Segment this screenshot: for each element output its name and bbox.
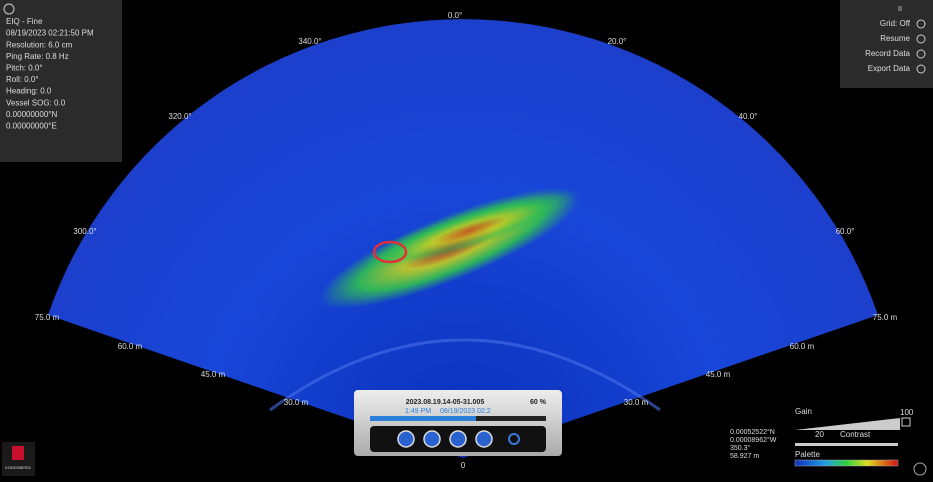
contrast-value: 20	[815, 430, 824, 439]
progress-fill[interactable]	[370, 416, 476, 421]
range-label: 75.0 m	[35, 313, 60, 322]
range-label: 30.0 m	[624, 398, 649, 407]
info-line: Pitch: 0.0°	[6, 64, 43, 73]
position-line: 350.3°	[730, 444, 751, 452]
info-line: Roll: 0.0°	[6, 75, 39, 84]
palette-bar[interactable]	[794, 459, 899, 467]
info-line: 0.00000000°N	[6, 110, 57, 119]
angle-label: 340.0°	[298, 37, 321, 46]
target-marker	[372, 240, 408, 264]
echo-blob	[365, 191, 575, 269]
playback-date: 08/19/2023 02:2	[440, 408, 491, 415]
playback-percent: 60 %	[530, 399, 547, 406]
angle-label: 60.0°	[836, 227, 855, 236]
fast-forward-button[interactable]	[449, 430, 467, 448]
menu-item[interactable]: Record Data	[865, 49, 910, 58]
playback-file: 2023.08.19.14-05-31.005	[406, 399, 485, 406]
info-panel	[0, 0, 122, 162]
info-line: Vessel SOG: 0.0	[6, 98, 66, 107]
signal-icon[interactable]	[913, 462, 927, 476]
apex-label: 0	[461, 461, 466, 470]
range-label: 75.0 m	[873, 313, 898, 322]
range-label: 60.0 m	[118, 342, 143, 351]
angle-label: 320.0°	[168, 112, 191, 121]
angle-label: 0.0°	[448, 11, 462, 20]
menu-icon[interactable]	[916, 49, 926, 59]
seabed-arc	[269, 338, 661, 412]
position-line: 0.00052522°N	[730, 428, 775, 436]
gain-slider[interactable]	[795, 418, 900, 430]
step-button[interactable]	[475, 430, 493, 448]
menu-icon[interactable]	[916, 19, 926, 29]
menu-item[interactable]: Grid: Off	[880, 19, 911, 28]
playback-panel	[354, 390, 562, 456]
info-line: EIQ - Fine	[6, 17, 43, 26]
info-icon[interactable]	[3, 3, 15, 15]
playback-time: 1:49 PM	[405, 408, 431, 415]
pause-icon[interactable]: II	[898, 6, 902, 13]
gain-value: 100	[900, 408, 914, 417]
sonar-fan	[48, 19, 878, 458]
range-label: 30.0 m	[284, 398, 309, 407]
info-line: Ping Rate: 0.8 Hz	[6, 52, 69, 61]
menu-icon[interactable]	[916, 34, 926, 44]
angle-label: 300.0°	[73, 227, 96, 236]
info-line: 08/19/2023 02:21:50 PM	[6, 29, 94, 38]
range-label: 60.0 m	[790, 342, 815, 351]
range-label: 45.0 m	[706, 370, 731, 379]
position-line: 0.00008962°W	[730, 436, 777, 444]
menu-item[interactable]: Resume	[880, 34, 910, 43]
loop-button[interactable]	[508, 433, 520, 445]
contrast-label: Contrast	[840, 430, 871, 439]
menu-item[interactable]: Export Data	[868, 64, 911, 73]
position-line: 58.927 m	[730, 453, 759, 460]
angle-label: 40.0°	[739, 112, 758, 121]
menu-icon[interactable]	[916, 64, 926, 74]
info-line: Resolution: 6.0 cm	[6, 40, 73, 49]
stop-button[interactable]	[397, 430, 415, 448]
contrast-slider[interactable]	[795, 443, 898, 446]
palette-label: Palette	[795, 450, 820, 459]
logo-mark	[12, 446, 24, 460]
menu-panel	[840, 0, 933, 88]
info-line: 0.00000000°E	[6, 122, 57, 131]
logo-text: KONGSBERG	[5, 465, 31, 470]
gain-label: Gain	[795, 407, 812, 416]
range-label: 45.0 m	[201, 370, 226, 379]
angle-label: 20.0°	[608, 37, 627, 46]
play-button[interactable]	[423, 430, 441, 448]
info-line: Heading: 0.0	[6, 87, 52, 96]
gain-auto[interactable]	[901, 417, 911, 427]
